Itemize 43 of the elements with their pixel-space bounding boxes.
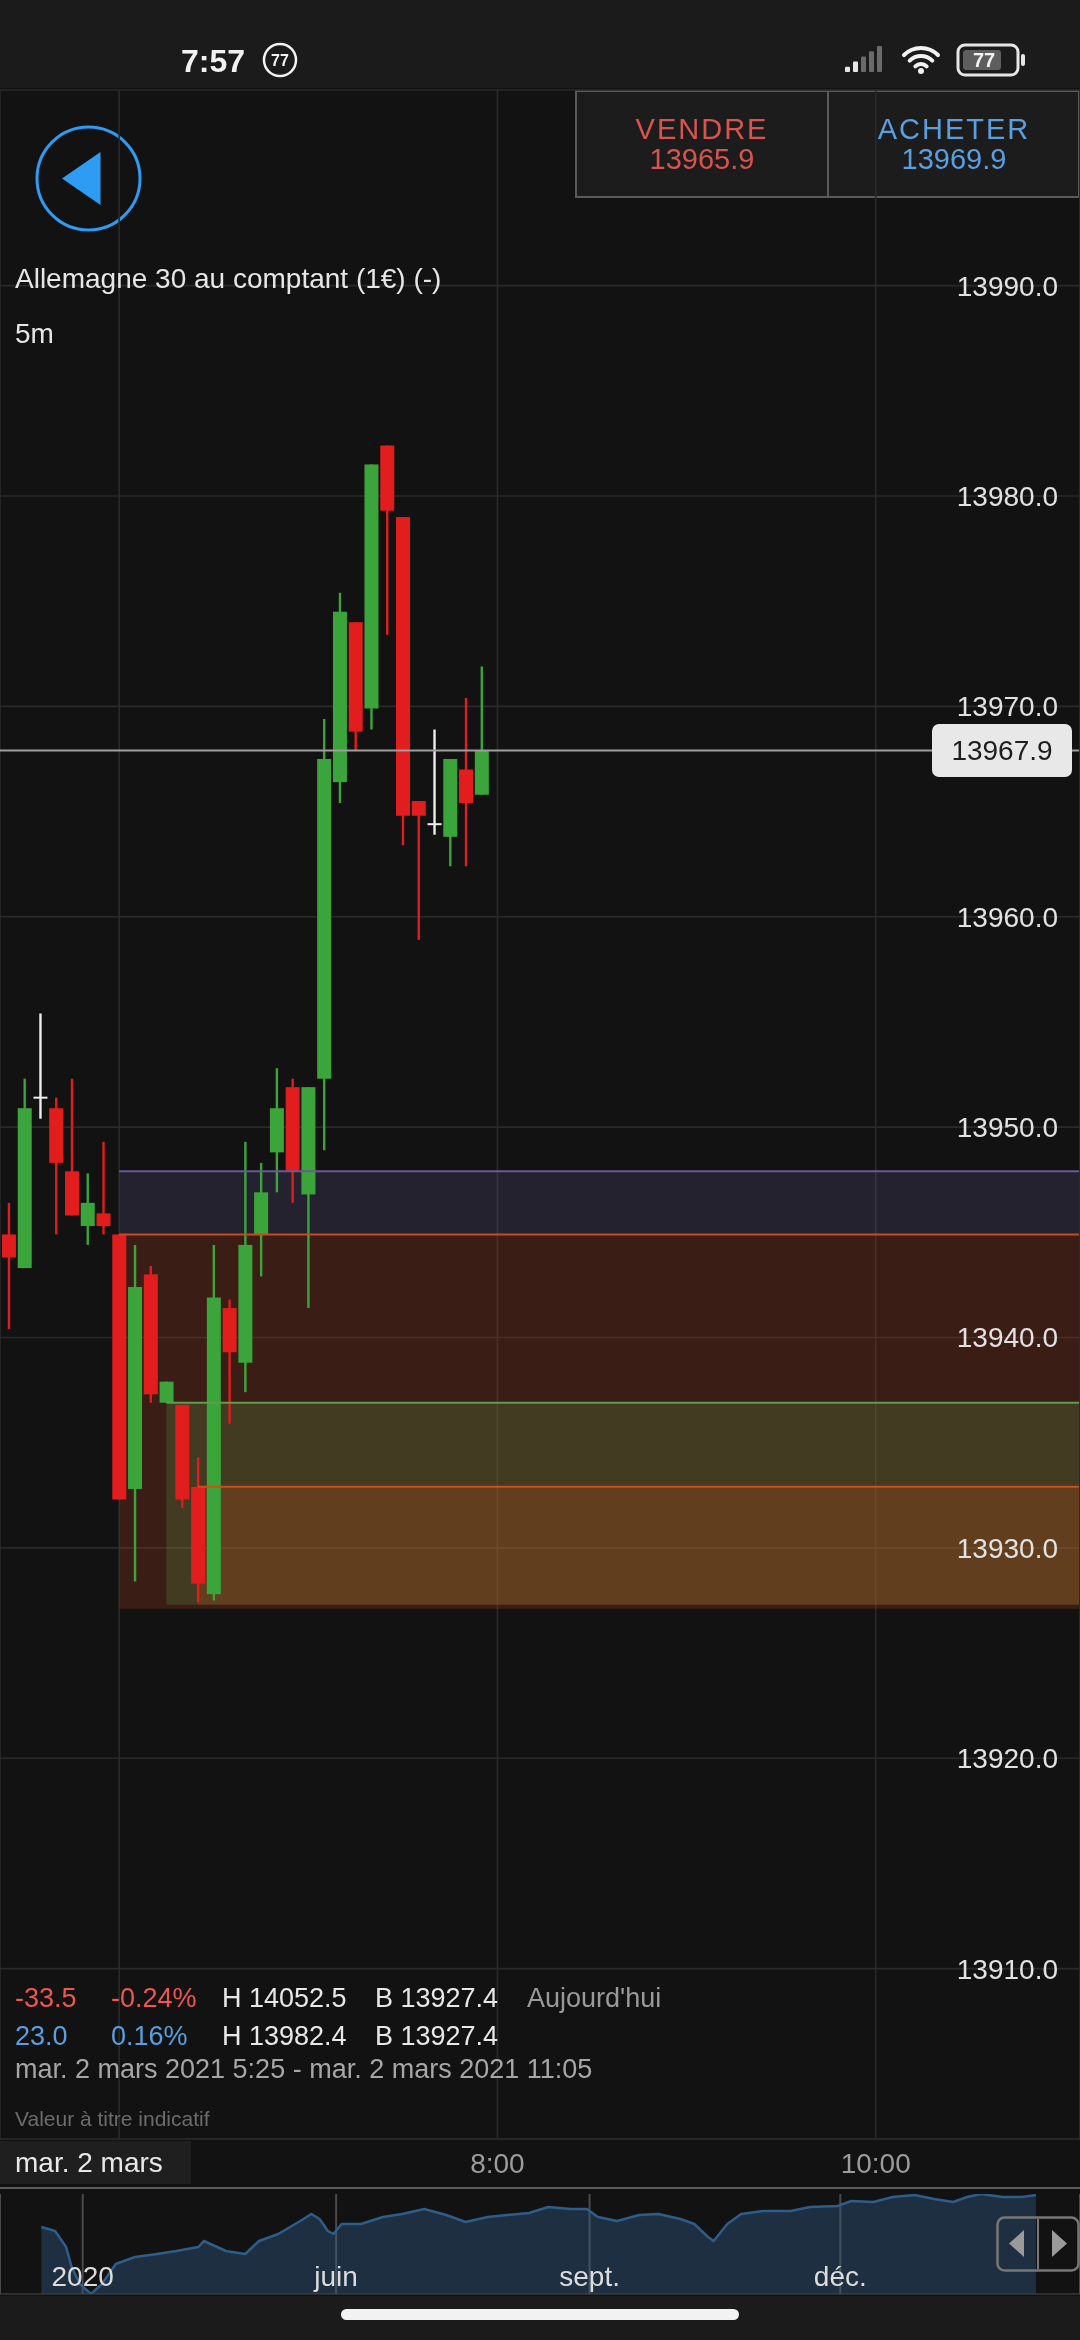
annotation: ACHETER [877, 112, 1031, 145]
y-tick-label: 13920.0 [956, 1743, 1058, 1775]
ref-line-label: 13967.9 [951, 735, 1053, 767]
text: 77 [972, 49, 996, 71]
candlestick [96, 1140, 111, 1236]
y-tick-label: 13910.0 [956, 1953, 1058, 1985]
annotation: H 14052.5 [222, 1982, 347, 2013]
text: Allemagne 30 au comptant (1€) (-) [15, 263, 442, 294]
candlestick [80, 1172, 95, 1247]
y-tick-label: 13950.0 [956, 1112, 1058, 1144]
y-tick-label: 13940.0 [956, 1322, 1058, 1354]
candlestick [411, 799, 426, 942]
candlestick [427, 728, 442, 836]
annotation: Aujourd'hui [527, 1982, 662, 2013]
annotation: Valeur à titre indicatif [15, 2106, 210, 2130]
x-tick-label: déc. [813, 2260, 867, 2292]
y-tick-label: 13990.0 [956, 270, 1058, 302]
y-tick-label: 13970.0 [956, 691, 1058, 723]
text: mar. 2 mars [15, 2147, 163, 2178]
annotation: 13965.9 [649, 142, 755, 175]
annotation: 0.16% [111, 2020, 188, 2051]
y-tick-label: 13980.0 [956, 480, 1058, 512]
text: 77 [271, 52, 289, 69]
annotation: -0.24% [111, 1982, 197, 2013]
annotation: VENDRE [635, 112, 769, 145]
y-tick-label: 13960.0 [956, 901, 1058, 933]
annotation: mar. 2 mars 2021 5:25 - mar. 2 mars 2021 11:05 [15, 2053, 593, 2084]
candlestick [1, 1201, 16, 1331]
annotation: B 13927.4 [375, 1982, 499, 2013]
x-tick-label: 2020 [51, 2260, 114, 2292]
candlestick [33, 1012, 48, 1120]
x-tick-label: juin [313, 2260, 358, 2292]
text: 5m [15, 318, 54, 349]
x-tick-label: 8:00 [470, 2147, 525, 2179]
x-tick-label: 10:00 [840, 2147, 911, 2179]
annotation: 23.0 [15, 2020, 68, 2051]
annotation: -33.5 [15, 1982, 77, 2013]
text: 7:57 [181, 43, 246, 79]
annotation: H 13982.4 [222, 2020, 347, 2051]
annotation: 13969.9 [901, 142, 1007, 175]
x-tick-label: sept. [559, 2260, 620, 2292]
annotation: B 13927.4 [375, 2020, 499, 2051]
y-tick-label: 13930.0 [956, 1532, 1058, 1564]
